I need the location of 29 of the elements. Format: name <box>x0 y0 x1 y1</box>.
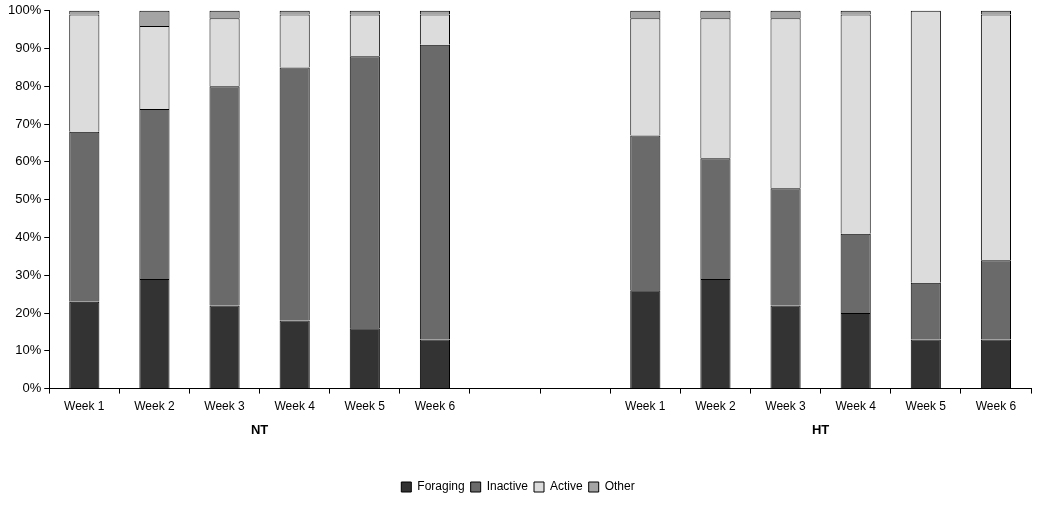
legend-label: Other <box>604 479 635 494</box>
y-tick-label: 50% <box>15 191 42 207</box>
y-tick-label: 70% <box>15 115 42 131</box>
x-tick-label: Week 3 <box>204 399 246 414</box>
legend-label: Foraging <box>417 479 465 494</box>
x-tick-label: Week 2 <box>695 399 736 414</box>
x-tick-label: Week 2 <box>134 399 175 414</box>
x-tick-label: Week 4 <box>835 399 877 414</box>
y-tick-label: 30% <box>15 266 42 282</box>
x-tick-label: Week 3 <box>765 399 807 414</box>
y-tick-label: 60% <box>15 153 42 169</box>
y-tick-label: 20% <box>15 304 42 320</box>
y-tick-label: 40% <box>15 229 42 245</box>
legend-label: Active <box>550 479 584 494</box>
legend-label: Inactive <box>486 479 529 494</box>
y-tick-label: 100% <box>8 2 42 18</box>
x-tick-label: Week 1 <box>64 399 105 414</box>
x-tick-label: Week 1 <box>625 399 666 414</box>
y-tick-label: 10% <box>15 342 42 358</box>
y-tick-label: 0% <box>22 380 42 396</box>
x-tick-label: Week 6 <box>975 399 1017 414</box>
x-tick-label: Week 4 <box>274 399 316 414</box>
x-tick-label: Week 5 <box>344 399 386 414</box>
y-tick-label: 90% <box>15 40 42 56</box>
y-tick-label: 80% <box>15 77 42 93</box>
x-tick-label: Week 5 <box>905 399 947 414</box>
text: NT <box>250 421 269 437</box>
text: HT <box>811 421 830 437</box>
x-tick-label: Week 6 <box>414 399 456 414</box>
